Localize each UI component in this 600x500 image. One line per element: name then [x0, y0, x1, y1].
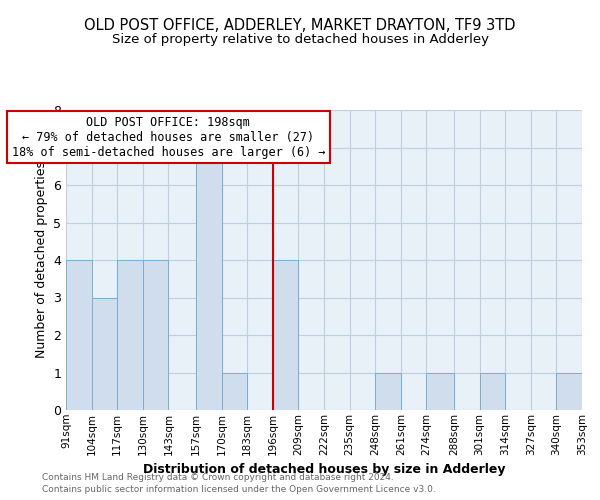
Bar [66, 260, 92, 410]
Text: OLD POST OFFICE, ADDERLEY, MARKET DRAYTON, TF9 3TD: OLD POST OFFICE, ADDERLEY, MARKET DRAYTO… [84, 18, 516, 32]
Bar [427, 372, 454, 410]
Bar [273, 260, 298, 410]
Bar [92, 298, 117, 410]
Bar [143, 260, 169, 410]
Bar [556, 372, 582, 410]
Bar [117, 260, 143, 410]
Bar [375, 372, 401, 410]
Bar [479, 372, 505, 410]
Text: Contains HM Land Registry data © Crown copyright and database right 2024.: Contains HM Land Registry data © Crown c… [42, 472, 394, 482]
Y-axis label: Number of detached properties: Number of detached properties [35, 162, 47, 358]
Text: Size of property relative to detached houses in Adderley: Size of property relative to detached ho… [112, 32, 488, 46]
Bar [196, 148, 221, 410]
Text: Contains public sector information licensed under the Open Government Licence v3: Contains public sector information licen… [42, 485, 436, 494]
X-axis label: Distribution of detached houses by size in Adderley: Distribution of detached houses by size … [143, 463, 505, 476]
Text: OLD POST OFFICE: 198sqm
← 79% of detached houses are smaller (27)
18% of semi-de: OLD POST OFFICE: 198sqm ← 79% of detache… [11, 116, 325, 158]
Bar [221, 372, 247, 410]
